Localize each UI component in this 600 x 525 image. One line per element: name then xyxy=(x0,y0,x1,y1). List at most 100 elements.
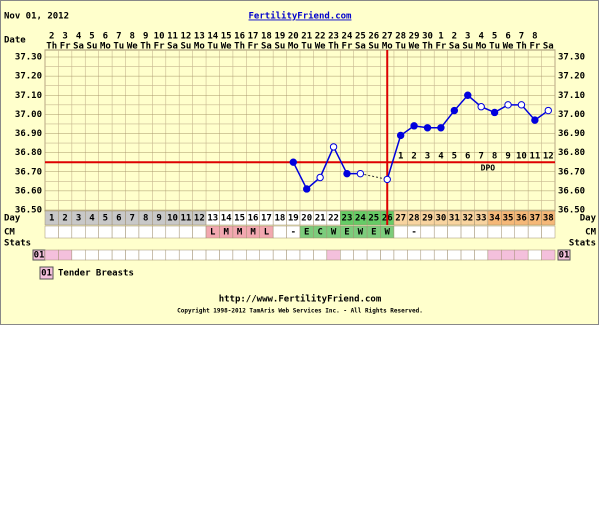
cm-cell xyxy=(138,225,153,239)
y-tick-label-right: 36.50 xyxy=(558,206,585,216)
cm-cell xyxy=(527,225,542,239)
date-label: 15 xyxy=(221,32,232,42)
date-label: 24 xyxy=(342,32,353,42)
stats-cell xyxy=(125,249,140,261)
date-label: 7 xyxy=(116,32,121,42)
stats-cell xyxy=(313,249,328,261)
date-label: 10 xyxy=(154,32,165,42)
temperature-point xyxy=(423,124,432,132)
stats-cell xyxy=(205,249,220,261)
dpo-label: DPO xyxy=(481,164,496,173)
weekday-label: Su xyxy=(180,42,191,52)
day-number: 38 xyxy=(543,214,554,224)
dpo-number: 11 xyxy=(529,152,540,162)
temperature-point xyxy=(383,175,391,184)
weekday-label: Sa xyxy=(355,42,366,52)
date-label: 8 xyxy=(532,32,537,42)
day-number: 19 xyxy=(288,214,299,224)
cm-cell xyxy=(152,225,167,239)
date-label: 21 xyxy=(301,32,312,42)
day-number: 37 xyxy=(529,214,540,224)
y-tick-label-right: 36.90 xyxy=(558,129,585,139)
temperature-point xyxy=(396,131,405,140)
day-number: 16 xyxy=(248,214,259,224)
date-label: 17 xyxy=(248,32,259,42)
temperature-point xyxy=(504,101,512,109)
dpo-number: 12 xyxy=(543,152,554,162)
weekday-label: We xyxy=(409,42,420,52)
temperature-point xyxy=(450,106,459,115)
stats-cell xyxy=(192,249,207,261)
weekday-label: Fr xyxy=(529,42,540,52)
gap-bridge xyxy=(360,173,388,180)
weekday-label: Fr xyxy=(154,42,165,52)
weekday-label: Sa xyxy=(449,42,460,52)
stats-cell xyxy=(165,249,180,261)
stats-cell xyxy=(219,249,234,261)
day-number: 34 xyxy=(489,214,500,224)
date-label: 29 xyxy=(409,32,420,42)
day-number: 6 xyxy=(116,214,121,224)
weekday-label: Su xyxy=(368,42,379,52)
day-number: 17 xyxy=(261,214,272,224)
day-number: 2 xyxy=(62,214,67,224)
cm-cell xyxy=(178,225,193,239)
day-number: 25 xyxy=(368,214,379,224)
day-number: 13 xyxy=(207,214,218,224)
stats-cell xyxy=(58,249,73,261)
y-tick-label-right: 36.60 xyxy=(558,186,585,196)
temperature-point xyxy=(531,116,539,124)
stats-cell xyxy=(353,249,368,261)
weekday-label: Tu xyxy=(207,42,218,52)
stats-cell xyxy=(286,249,301,261)
cm-value: W xyxy=(358,228,364,238)
cm-cell xyxy=(192,225,207,239)
cm-value: E xyxy=(371,228,376,238)
temperature-point xyxy=(477,103,485,111)
date-label: 2 xyxy=(49,32,54,42)
day-number: 33 xyxy=(476,214,487,224)
date-label: 5 xyxy=(492,32,497,42)
date-label: Date xyxy=(4,36,26,46)
stats-cell xyxy=(85,249,99,261)
stats-cell xyxy=(246,249,260,261)
y-tick-label-right: 36.70 xyxy=(558,167,585,177)
dpo-number: 4 xyxy=(438,152,444,162)
day-number: 32 xyxy=(462,214,473,224)
day-number: 12 xyxy=(194,214,205,224)
weekday-label: Sa xyxy=(73,42,84,52)
weekday-label: Th xyxy=(234,42,245,52)
site-link[interactable]: FertilityFriend.com xyxy=(249,11,353,22)
date-label: 19 xyxy=(274,32,285,42)
stats-cell xyxy=(71,249,86,261)
day-number: 29 xyxy=(422,214,433,224)
cm-value: W xyxy=(385,228,391,238)
stats-cell xyxy=(514,249,529,261)
day-number: 18 xyxy=(274,214,285,224)
weekday-label: Mo xyxy=(100,42,111,52)
temperature-point xyxy=(356,169,365,178)
cm-cell xyxy=(460,225,475,239)
day-number: 5 xyxy=(103,214,108,224)
weekday-label: Mo xyxy=(476,42,487,52)
y-tick-label-right: 36.80 xyxy=(558,148,585,158)
stats-cell xyxy=(326,249,341,261)
stats-cell xyxy=(380,249,395,261)
day-number: 30 xyxy=(435,214,446,224)
cm-cell xyxy=(125,225,140,239)
cm-cell xyxy=(85,225,99,239)
cm-value: C xyxy=(317,228,322,238)
stats-cell xyxy=(366,249,381,261)
stats-cell xyxy=(407,249,422,261)
weekday-label: Tu xyxy=(113,42,124,52)
weekday-label: Fr xyxy=(248,42,259,52)
date-label: 14 xyxy=(207,32,218,42)
legend-text: Tender Breasts xyxy=(58,269,134,279)
day-number: 23 xyxy=(342,214,353,224)
dpo-number: 7 xyxy=(478,152,483,162)
temperature-point xyxy=(464,91,472,99)
temperature-point xyxy=(316,173,324,182)
weekday-label: Fr xyxy=(435,42,446,52)
legend-code: 01 xyxy=(41,269,52,279)
temperature-point xyxy=(329,143,338,151)
